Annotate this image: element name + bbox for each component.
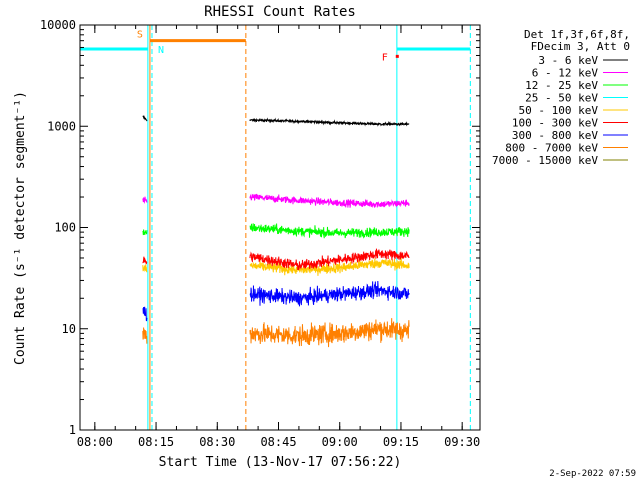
- series-line-2-seg-1: [249, 223, 410, 239]
- y-axis-label: Count Rate (s⁻¹ detector segment⁻¹): [13, 91, 28, 365]
- legend-label-4: 50 - 100 keV: [519, 104, 599, 117]
- y-tick-label-3: 1000: [47, 119, 76, 133]
- x-tick-label-5: 09:15: [383, 435, 419, 449]
- axes: 1 10 100 1000 10000 08:00 08:15 08:30 08:45 09:00…: [40, 18, 480, 449]
- y-tick-label-1: 10: [62, 322, 76, 336]
- legend-label-5: 100 - 300 keV: [512, 117, 598, 130]
- flag-bar-F: [395, 54, 399, 58]
- series-line-6-seg-0: [142, 306, 148, 322]
- series-line-6-seg-1: [249, 281, 410, 307]
- y-tick-label-4: 10000: [40, 18, 76, 32]
- footer-date: 2-Sep-2022 07:59: [549, 469, 636, 479]
- x-tick-label-3: 08:45: [260, 435, 296, 449]
- legend-label-2: 12 - 25 keV: [525, 79, 598, 92]
- legend-label-8: 7000 - 15000 keV: [492, 154, 598, 167]
- series-line-4-seg-0: [142, 264, 148, 273]
- plot-area: S N F: [79, 25, 471, 430]
- series-line-5-seg-0: [142, 256, 148, 265]
- x-tick-label-6: 09:30: [444, 435, 480, 449]
- chart-title: RHESSI Count Rates: [204, 4, 356, 20]
- series-line-0-seg-0: [142, 114, 148, 122]
- legend-header-line-0: Det 1f,3f,6f,8f,: [524, 28, 630, 41]
- series-line-1-seg-0: [142, 196, 148, 205]
- legend-header-line-1: FDecim 3, Att 0: [531, 40, 630, 53]
- series-line-7-seg-1: [249, 318, 410, 348]
- legend-label-0: 3 - 6 keV: [538, 54, 598, 67]
- series-line-2-seg-0: [142, 229, 148, 236]
- legend-label-3: 25 - 50 keV: [525, 92, 598, 105]
- x-tick-label-0: 08:00: [77, 435, 113, 449]
- x-axis-label: Start Time (13-Nov-17 07:56:22): [159, 455, 402, 470]
- x-tick-label-1: 08:15: [138, 435, 174, 449]
- series-line-0-seg-1: [249, 117, 410, 127]
- legend-label-1: 6 - 12 keV: [532, 67, 599, 80]
- legend: Det 1f,3f,6f,8f,FDecim 3, Att 03 - 6 keV…: [492, 28, 630, 167]
- y-tick-label-2: 100: [54, 221, 76, 235]
- series-line-4-seg-1: [249, 257, 410, 276]
- series-line-5-seg-1: [249, 248, 410, 271]
- x-tick-label-4: 09:00: [322, 435, 358, 449]
- series-line-1-seg-1: [249, 193, 410, 209]
- x-tick-label-2: 08:30: [199, 435, 235, 449]
- series-line-7-seg-0: [142, 327, 148, 344]
- legend-label-6: 300 - 800 keV: [512, 129, 598, 142]
- flag-label-S: S: [137, 30, 143, 41]
- legend-label-7: 800 - 7000 keV: [505, 142, 598, 155]
- y-tick-label-0: 1: [69, 423, 76, 437]
- flag-label-F: F: [382, 52, 388, 63]
- flag-label-N: N: [158, 45, 164, 56]
